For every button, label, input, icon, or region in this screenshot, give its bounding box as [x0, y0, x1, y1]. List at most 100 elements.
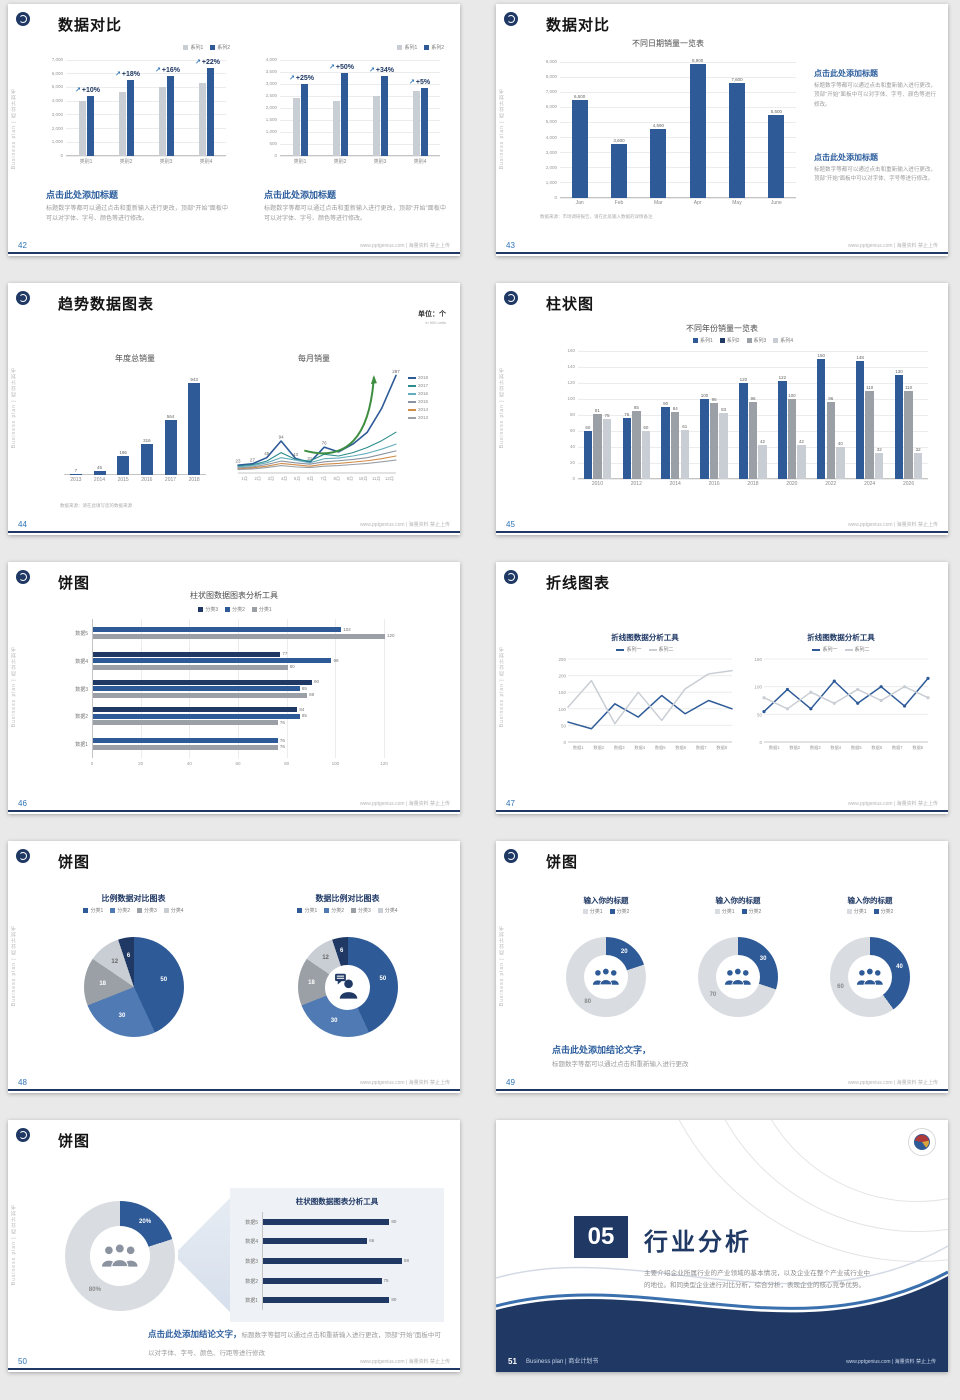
bar: [661, 407, 670, 479]
bar-value-label: 7,600: [731, 77, 743, 83]
slice-label: 12: [111, 959, 119, 966]
x-category-label: 类别4: [199, 159, 213, 165]
slide-bottom-rule: [8, 1368, 460, 1370]
legend-item: 分类3: [351, 907, 371, 914]
slide-thumbnail-44[interactable]: Business plan | 商业计划书 趋势数据图表 单位：个 in 900…: [8, 283, 460, 535]
slide-thumbnail-50[interactable]: Business plan | 商业计划书 饼图 20% 80% 柱状图数据图表分…: [8, 1120, 460, 1372]
y-tick-label: 3,000: [545, 149, 557, 155]
row-label: 数据2: [245, 1278, 258, 1285]
bar-value-label: 80: [391, 1218, 397, 1224]
bar-value-label: 88: [309, 692, 315, 697]
section-number: 05: [574, 1216, 628, 1258]
slice-label: 20%: [139, 1218, 152, 1225]
bar-value-label: 100: [700, 393, 709, 398]
svg-text:50: 50: [561, 723, 567, 728]
x-tick-label: 数据7: [695, 745, 707, 750]
brand-logo-icon: [16, 12, 30, 26]
brand-logo-icon: [504, 12, 518, 26]
legend-swatch: [812, 648, 821, 651]
y-tick-label: 2,500: [265, 93, 277, 98]
plot-area: 7 45 196 316 564 943: [64, 377, 206, 475]
slide-side-text: Business plan | 商业计划书: [11, 925, 17, 1007]
legend-swatch: [251, 607, 257, 612]
slide-thumbnail-45[interactable]: Business plan | 商业计划书 柱状图 不同年份销量一览表 系列1 系…: [496, 283, 948, 535]
x-category-label: 2020: [786, 481, 798, 487]
bar: [93, 664, 288, 670]
bar: [263, 1277, 382, 1284]
row-label: 数据4: [75, 658, 88, 665]
y-tick-label: 100: [567, 396, 575, 401]
x-tick-label: 数据8: [912, 745, 924, 750]
donut-hole: [848, 955, 892, 999]
conclusion-body: 标题数字等都可以通过点击和重新输入进行更改，顶部“开始”面板中可以对字体、字号、…: [148, 1332, 441, 1357]
slide-thumbnail-46[interactable]: Business plan | 商业计划书 饼图 柱状图数据图表分析工具 分类3…: [8, 562, 460, 814]
legend-item: 系列2: [424, 44, 444, 51]
brand-logo-icon: [504, 849, 518, 863]
grid-line: [560, 106, 796, 108]
annual-sales-bar-chart: 7 45 196 316 564 943 2013 2014 2015 2016 2017 2018: [60, 367, 210, 485]
x-category-label: 2015: [117, 477, 129, 483]
legend-label: 分类2: [880, 909, 894, 915]
legend-swatch: [616, 648, 625, 651]
slide-thumbnail-47[interactable]: Business plan | 商业计划书 折线图表 折线图数据分析工具 系列一…: [496, 562, 948, 814]
legend-item: 分类1: [846, 908, 867, 915]
bar: [372, 96, 380, 156]
legend-label: 分类4: [384, 908, 398, 914]
bar-value-label: 5,500: [770, 108, 782, 114]
grid-line: [560, 197, 796, 199]
legend-label: 系列1: [190, 45, 204, 51]
percent-label: +18%: [121, 70, 140, 78]
bar: [611, 143, 627, 198]
chart-legend: 分类1 分类2 分类3 分类4: [270, 907, 425, 914]
slide-side-text: Business plan | 商业计划书: [11, 646, 17, 728]
x-category-label: Apr: [693, 200, 702, 206]
up-arrow-icon: ↗: [195, 58, 201, 66]
legend-swatch: [719, 338, 725, 343]
bar: [758, 445, 767, 479]
bar-value-label: 88: [404, 1258, 410, 1263]
legend-label: 系列2: [217, 45, 230, 51]
bar: [86, 95, 94, 156]
chart-title: 年度总销量: [115, 354, 155, 363]
x-category-label: 2014: [93, 477, 106, 483]
x-tick-label: 数据1: [768, 745, 780, 750]
chart-title: 折线图数据分析工具: [807, 633, 875, 642]
bar: [140, 444, 153, 475]
people-group-icon: [98, 1234, 142, 1278]
slide-number: 46: [18, 799, 27, 808]
percent-badge: ↗+16%: [155, 66, 180, 74]
slide-footer-text: www.pptgenius.com | 海量资料 禁止上传: [848, 1080, 938, 1086]
bar: [729, 83, 745, 198]
slide-thumbnail-43[interactable]: Business plan | 商业计划书 数据对比 不同日期销量一览表 6,5…: [496, 4, 948, 256]
slide-footer-right: www.pptgenius.com | 海量资料 禁止上传: [846, 1359, 936, 1365]
slide-thumbnail-49[interactable]: Business plan | 商业计划书 饼图 输入你的标题 分类1 分类2 20…: [496, 841, 948, 1093]
bar: [166, 76, 174, 156]
legend-swatch: [407, 400, 416, 403]
bar-chart: 6,500 3,600 4,590 8,900 7,600 5,500 9,000 8,000…: [536, 52, 800, 208]
x-tick-label: 数据5: [654, 745, 666, 750]
bar-value-label: 42: [798, 439, 804, 445]
slide-thumbnail-51[interactable]: 05 行业分析 主要介绍企业所属行业的产业领域的基本情况，以及企业在整个产业或行…: [496, 1120, 948, 1372]
slide-bottom-rule: [496, 810, 948, 812]
brand-logo-icon: [16, 849, 30, 863]
percent-label: +10%: [81, 86, 100, 94]
brand-logo-icon: [16, 1128, 30, 1142]
bar-value-label: 96: [750, 396, 756, 402]
svg-text:100: 100: [754, 685, 762, 690]
legend-label: 分类2: [748, 909, 762, 915]
bar-value-label: 85: [301, 685, 307, 691]
legend-swatch: [137, 908, 142, 913]
legend-label: 分类4: [170, 908, 184, 914]
legend-label: 系列2: [431, 45, 444, 51]
y-tick-label: 1,000: [51, 139, 63, 145]
slide-thumbnail-42[interactable]: Business plan | 商业计划书 数据对比 系列1 系列2 ↗+10% ↗+…: [8, 4, 460, 256]
bar: [904, 391, 913, 479]
bar-value-label: 80: [289, 664, 295, 670]
legend-swatch: [397, 45, 403, 50]
grid-line: [66, 59, 226, 61]
slide-thumbnail-48[interactable]: Business plan | 商业计划书 饼图 比例数据对比图表 分类1 分类2…: [8, 841, 460, 1093]
slide-title: 折线图表: [546, 575, 611, 592]
legend-label: 分类1: [304, 908, 318, 914]
y-tick-label: 40: [569, 444, 575, 449]
unit-label: 单位：个: [418, 311, 446, 318]
